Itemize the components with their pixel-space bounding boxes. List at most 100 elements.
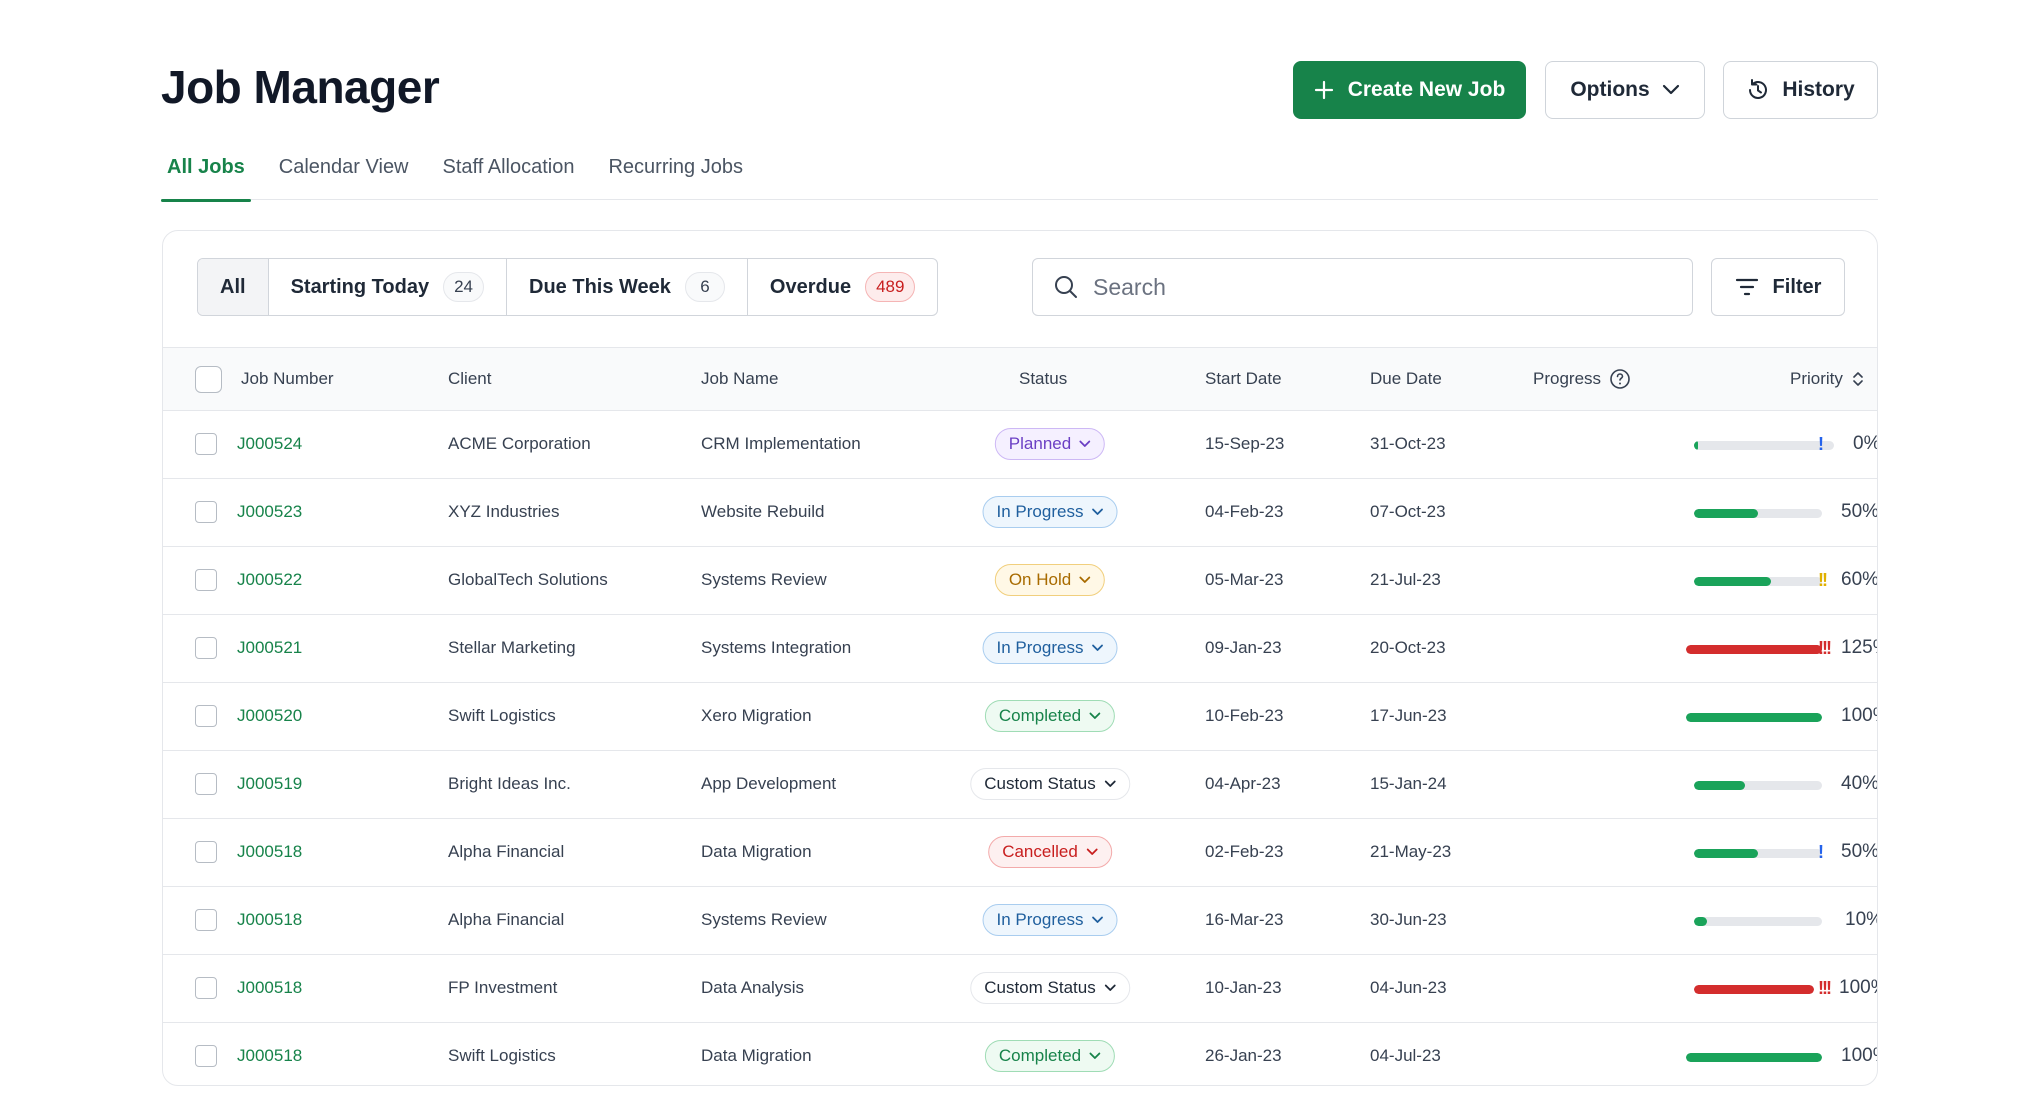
table-row[interactable]: J000522 GlobalTech Solutions Systems Rev… xyxy=(163,547,1877,615)
tab-calendar-view[interactable]: Calendar View xyxy=(278,156,409,178)
client-cell: Stellar Marketing xyxy=(448,638,576,657)
job-number-link[interactable]: J000524 xyxy=(237,434,303,453)
row-checkbox[interactable] xyxy=(195,773,217,795)
filter-icon xyxy=(1735,278,1758,296)
progress-bar xyxy=(1694,509,1822,518)
column-header-job-name[interactable]: Job Name xyxy=(701,369,779,388)
job-number-link[interactable]: J000519 xyxy=(237,774,303,793)
options-button[interactable]: Options xyxy=(1545,61,1705,119)
row-checkbox[interactable] xyxy=(195,841,217,863)
table-row[interactable]: J000518 Alpha Financial Systems Review I… xyxy=(163,887,1877,955)
client-cell: Swift Logistics xyxy=(448,706,556,725)
table-row[interactable]: J000518 Alpha Financial Data Migration C… xyxy=(163,819,1878,887)
job-number-link[interactable]: J000523 xyxy=(237,502,303,521)
progress-percent: 40% xyxy=(1841,773,1878,794)
search-input[interactable] xyxy=(1093,273,1653,301)
job-number-link[interactable]: J000522 xyxy=(237,570,303,589)
table-row[interactable]: J000518 FP Investment Data Analysis Cust… xyxy=(163,955,1877,1023)
job-number-link[interactable]: J000518 xyxy=(237,910,303,929)
column-header-job-number[interactable]: Job Number xyxy=(241,369,334,388)
tab-recurring-jobs[interactable]: Recurring Jobs xyxy=(608,156,743,178)
row-select-cell xyxy=(195,683,217,749)
chevron-down-icon xyxy=(1104,984,1116,991)
column-header-priority[interactable]: Priority xyxy=(1790,348,1865,410)
select-all-checkbox[interactable] xyxy=(195,365,222,393)
due-date-cell: 21-May-23 xyxy=(1370,842,1452,861)
table-row[interactable]: J000519 Bright Ideas Inc. App Developmen… xyxy=(163,751,1878,819)
row-checkbox[interactable] xyxy=(195,637,217,659)
status-dropdown[interactable]: Planned xyxy=(994,428,1106,460)
status-dropdown[interactable]: In Progress xyxy=(982,632,1118,664)
start-date-cell: 10-Jan-23 xyxy=(1205,978,1282,997)
job-number-link[interactable]: J000518 xyxy=(237,978,303,997)
status-dropdown[interactable]: In Progress xyxy=(982,496,1118,528)
chevron-down-icon xyxy=(1086,848,1098,855)
status-label: Custom Status xyxy=(984,978,1096,997)
row-checkbox[interactable] xyxy=(195,501,217,523)
create-new-job-button[interactable]: Create New Job xyxy=(1293,61,1526,119)
job-number-link[interactable]: J000518 xyxy=(237,1046,303,1065)
view-tabs: All Jobs Calendar View Staff Allocation … xyxy=(161,150,1878,202)
quick-filter-due-this-week[interactable]: Due This Week 6 xyxy=(507,259,748,315)
chevron-down-icon xyxy=(1079,576,1091,583)
table-row[interactable]: J000518 Swift Logistics Data Migration C… xyxy=(163,1023,1877,1085)
quick-filter-overdue[interactable]: Overdue 489 xyxy=(748,259,938,315)
progress-percent: 0% xyxy=(1853,433,1878,454)
row-select-cell xyxy=(195,411,217,477)
table-row[interactable]: J000521 Stellar Marketing Systems Integr… xyxy=(163,615,1877,683)
select-all-cell xyxy=(195,348,222,410)
status-dropdown[interactable]: Custom Status xyxy=(970,768,1130,800)
status-dropdown[interactable]: Custom Status xyxy=(970,972,1130,1004)
status-label: Cancelled xyxy=(1002,842,1078,861)
table-row[interactable]: J000520 Swift Logistics Xero Migration C… xyxy=(163,683,1877,751)
row-checkbox[interactable] xyxy=(195,433,217,455)
status-dropdown[interactable]: Completed xyxy=(984,1040,1116,1072)
help-circle-icon[interactable] xyxy=(1609,368,1631,390)
progress-bar xyxy=(1694,441,1834,450)
status-dropdown[interactable]: On Hold xyxy=(994,564,1106,596)
status-label: In Progress xyxy=(996,502,1084,521)
count-badge: 24 xyxy=(443,272,485,302)
row-select-cell xyxy=(195,547,217,613)
quick-filter-starting-today[interactable]: Starting Today 24 xyxy=(269,259,508,315)
job-number-link[interactable]: J000518 xyxy=(237,842,303,861)
column-header-start-date[interactable]: Start Date xyxy=(1205,369,1282,388)
start-date-cell: 04-Apr-23 xyxy=(1205,774,1281,793)
progress-bar-fill xyxy=(1686,713,1822,722)
sort-icon xyxy=(1853,372,1863,386)
column-header-status[interactable]: Status xyxy=(1019,369,1068,388)
start-date-cell: 09-Jan-23 xyxy=(1205,638,1282,657)
row-checkbox[interactable] xyxy=(195,1045,217,1067)
options-label: Options xyxy=(1570,78,1650,101)
column-header-progress[interactable]: Progress xyxy=(1533,348,1631,410)
job-number-link[interactable]: J000520 xyxy=(237,706,303,725)
history-button[interactable]: History xyxy=(1723,61,1878,119)
status-dropdown[interactable]: Completed xyxy=(984,700,1116,732)
table-header: Job Number Client Job Name Status Start … xyxy=(163,347,1877,411)
chevron-down-icon xyxy=(1104,780,1116,787)
progress-percent: 50% xyxy=(1841,841,1878,862)
status-dropdown[interactable]: In Progress xyxy=(982,904,1118,936)
row-checkbox[interactable] xyxy=(195,977,217,999)
status-dropdown[interactable]: Cancelled xyxy=(988,836,1112,868)
column-header-client[interactable]: Client xyxy=(448,369,492,388)
due-date-cell: 04-Jun-23 xyxy=(1370,978,1447,997)
column-header-due-date[interactable]: Due Date xyxy=(1370,369,1442,388)
row-checkbox[interactable] xyxy=(195,909,217,931)
jobs-card: All Starting Today 24 Due This Week 6 Ov… xyxy=(162,230,1878,1086)
due-date-cell: 15-Jan-24 xyxy=(1370,774,1447,793)
priority-indicator: ! xyxy=(1818,841,1824,862)
priority-header-label: Priority xyxy=(1790,369,1843,388)
tab-all-jobs[interactable]: All Jobs xyxy=(161,150,251,202)
row-checkbox[interactable] xyxy=(195,569,217,591)
filter-button[interactable]: Filter xyxy=(1711,258,1845,316)
status-label: Custom Status xyxy=(984,774,1096,793)
row-checkbox[interactable] xyxy=(195,705,217,727)
quick-filter-all[interactable]: All xyxy=(198,259,269,315)
table-row[interactable]: J000524 ACME Corporation CRM Implementat… xyxy=(163,411,1878,479)
job-number-link[interactable]: J000521 xyxy=(237,638,303,657)
tab-staff-allocation[interactable]: Staff Allocation xyxy=(442,156,575,178)
progress-bar-fill xyxy=(1694,849,1758,858)
chevron-down-icon xyxy=(1089,1052,1101,1059)
table-row[interactable]: J000523 XYZ Industries Website Rebuild I… xyxy=(163,479,1877,547)
